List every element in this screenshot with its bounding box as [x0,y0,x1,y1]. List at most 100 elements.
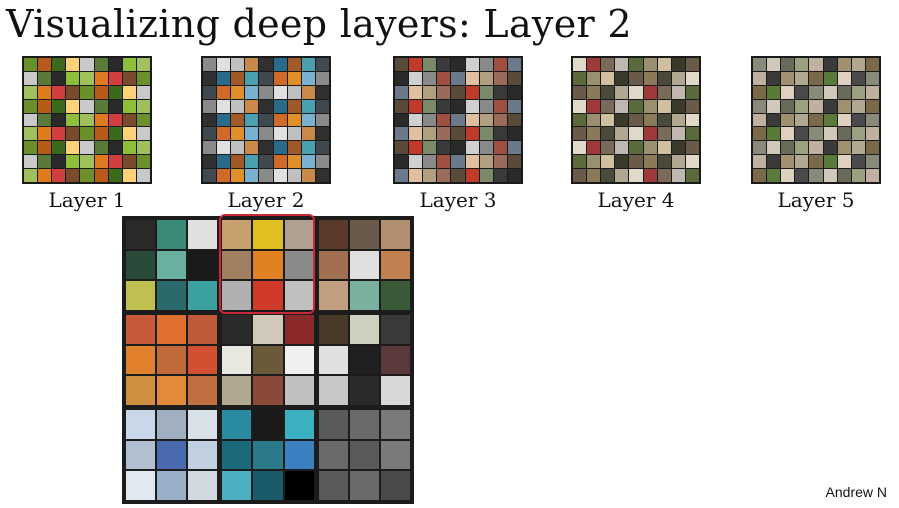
patch-cell [24,99,38,113]
patch-cell [66,99,80,113]
patch-cell [94,113,108,127]
feature-block-3 [318,220,410,310]
patch-cell [451,99,465,113]
patch-cell [24,71,38,85]
feature-block-2 [222,220,314,310]
patch-cell [465,127,479,141]
patch-cell [851,141,865,155]
patch-cell [809,113,823,127]
patch-cell [409,99,423,113]
patch-cell [217,85,231,99]
patch-cell [437,71,451,85]
patch-cell [231,141,245,155]
patch-cell [615,113,629,127]
patch-cell [315,58,329,71]
patch-cell [465,155,479,169]
patch-cell [126,345,156,375]
patch-cell [629,113,643,127]
patch-cell [287,113,301,127]
patch-cell [38,58,52,71]
patch-cell [781,99,795,113]
patch-cell [643,113,657,127]
patch-cell [451,113,465,127]
patch-cell [851,99,865,113]
patch-cell [437,155,451,169]
patch-cell [767,58,781,71]
patch-cell [136,141,150,155]
patch-cell [657,85,671,99]
patch-cell [315,155,329,169]
patch-cell [409,141,423,155]
patch-cell [188,220,218,249]
patch-cell [52,71,66,85]
patch-cell [222,376,252,405]
patch-cell [465,99,479,113]
patch-cell [395,99,409,113]
patch-cell [823,99,837,113]
patch-cell [767,85,781,99]
patch-cell [318,250,348,280]
patch-cell [615,155,629,169]
patch-cell [601,141,615,155]
patch-cell [284,281,314,310]
patch-cell [753,99,767,113]
patch-cell [423,71,437,85]
patch-cell [253,440,283,470]
patch-cell [573,113,587,127]
patch-cell [188,315,218,344]
patch-cell [629,58,643,71]
patch-cell [126,315,156,344]
patch-cell [284,471,314,500]
patch-cell [753,113,767,127]
patch-cell [301,141,315,155]
patch-cell [493,113,507,127]
layer-label-2: Layer 2 [227,188,305,212]
patch-cell [837,58,851,71]
patch-cell [795,141,809,155]
patch-cell [587,127,601,141]
patch-cell [66,58,80,71]
patch-cell [507,58,521,71]
patch-cell [657,141,671,155]
patch-cell [615,71,629,85]
patch-cell [259,58,273,71]
layer-thumbnail-2 [201,56,331,184]
patch-cell [753,71,767,85]
patch-cell [315,169,329,182]
patch-cell [315,113,329,127]
patch-cell [380,315,410,344]
patch-cell [259,71,273,85]
patch-cell [823,71,837,85]
patch-cell [245,85,259,99]
patch-cell [643,71,657,85]
patch-cell [587,85,601,99]
patch-cell [203,169,217,182]
patch-cell [136,58,150,71]
patch-cell [657,113,671,127]
patch-cell [767,155,781,169]
patch-cell [767,169,781,182]
patch-cell [851,155,865,169]
patch-cell [865,71,879,85]
patch-cell [657,99,671,113]
patch-cell [222,220,252,249]
patch-cell [66,85,80,99]
patch-cell [287,169,301,182]
patch-cell [318,220,348,249]
patch-cell [122,141,136,155]
patch-cell [809,127,823,141]
patch-cell [222,440,252,470]
patch-cell [657,169,671,182]
patch-cell [380,220,410,249]
patch-cell [349,220,379,249]
patch-cell [685,99,699,113]
patch-cell [122,58,136,71]
patch-cell [573,71,587,85]
patch-cell [587,141,601,155]
patch-cell [24,141,38,155]
patch-cell [122,71,136,85]
patch-cell [253,345,283,375]
patch-cell [643,99,657,113]
patch-cell [259,113,273,127]
patch-cell [318,315,348,344]
